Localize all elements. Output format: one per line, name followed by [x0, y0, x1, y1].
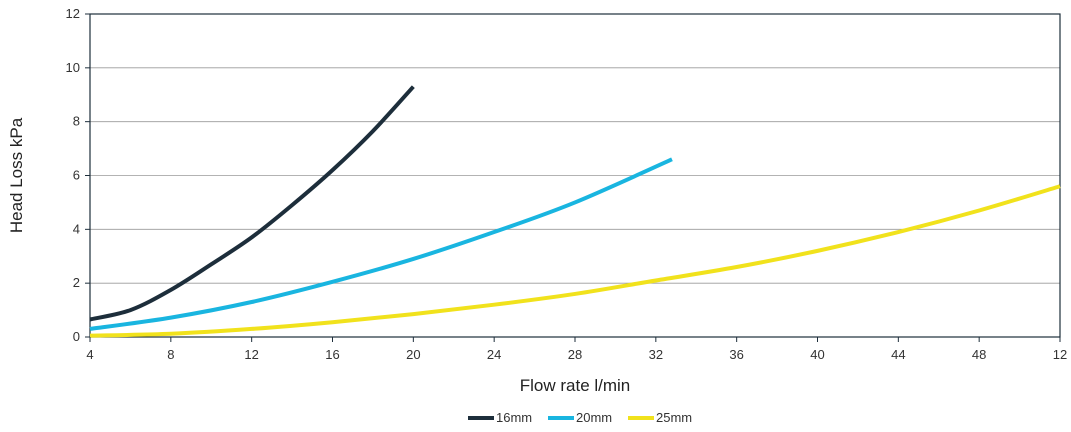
grid-lines	[90, 13, 1060, 338]
y-tick-label: 0	[73, 329, 80, 344]
legend-label-20mm: 20mm	[576, 410, 612, 425]
x-tick-label: 44	[891, 347, 905, 362]
x-tick-label: 28	[568, 347, 582, 362]
y-tick-label: 10	[66, 60, 80, 75]
y-tick-label: 12	[66, 6, 80, 21]
y-tick-label: 2	[73, 275, 80, 290]
y-tick-label: 6	[73, 168, 80, 183]
series-line-25mm	[89, 184, 1061, 338]
series-lines	[89, 85, 1061, 338]
y-tick-labels: 0 2 4 6 8 10 12	[66, 6, 90, 344]
legend-label-25mm: 25mm	[656, 410, 692, 425]
y-tick-label: 8	[73, 114, 80, 129]
x-axis-title: Flow rate l/min	[520, 376, 631, 395]
x-tick-label: 16	[325, 347, 339, 362]
x-tick-label: 20	[406, 347, 420, 362]
series-line-20mm	[89, 157, 673, 331]
x-tick-label: 48	[972, 347, 986, 362]
x-tick-label: 12	[244, 347, 258, 362]
x-tick-label: 32	[649, 347, 663, 362]
series-line-16mm	[89, 85, 415, 322]
x-tick-label: 4	[86, 347, 93, 362]
x-tick-labels: 4 8 12 16 20 24 28 32 36 40 44 48 12	[86, 337, 1067, 362]
legend: 16mm 20mm 25mm	[468, 410, 692, 425]
x-tick-label: 36	[729, 347, 743, 362]
y-axis-title: Head Loss kPa	[7, 117, 26, 233]
x-tick-label: 40	[810, 347, 824, 362]
x-tick-label: 8	[167, 347, 174, 362]
x-tick-label: 12	[1053, 347, 1067, 362]
y-tick-label: 4	[73, 221, 80, 236]
legend-label-16mm: 16mm	[496, 410, 532, 425]
x-tick-label: 24	[487, 347, 501, 362]
